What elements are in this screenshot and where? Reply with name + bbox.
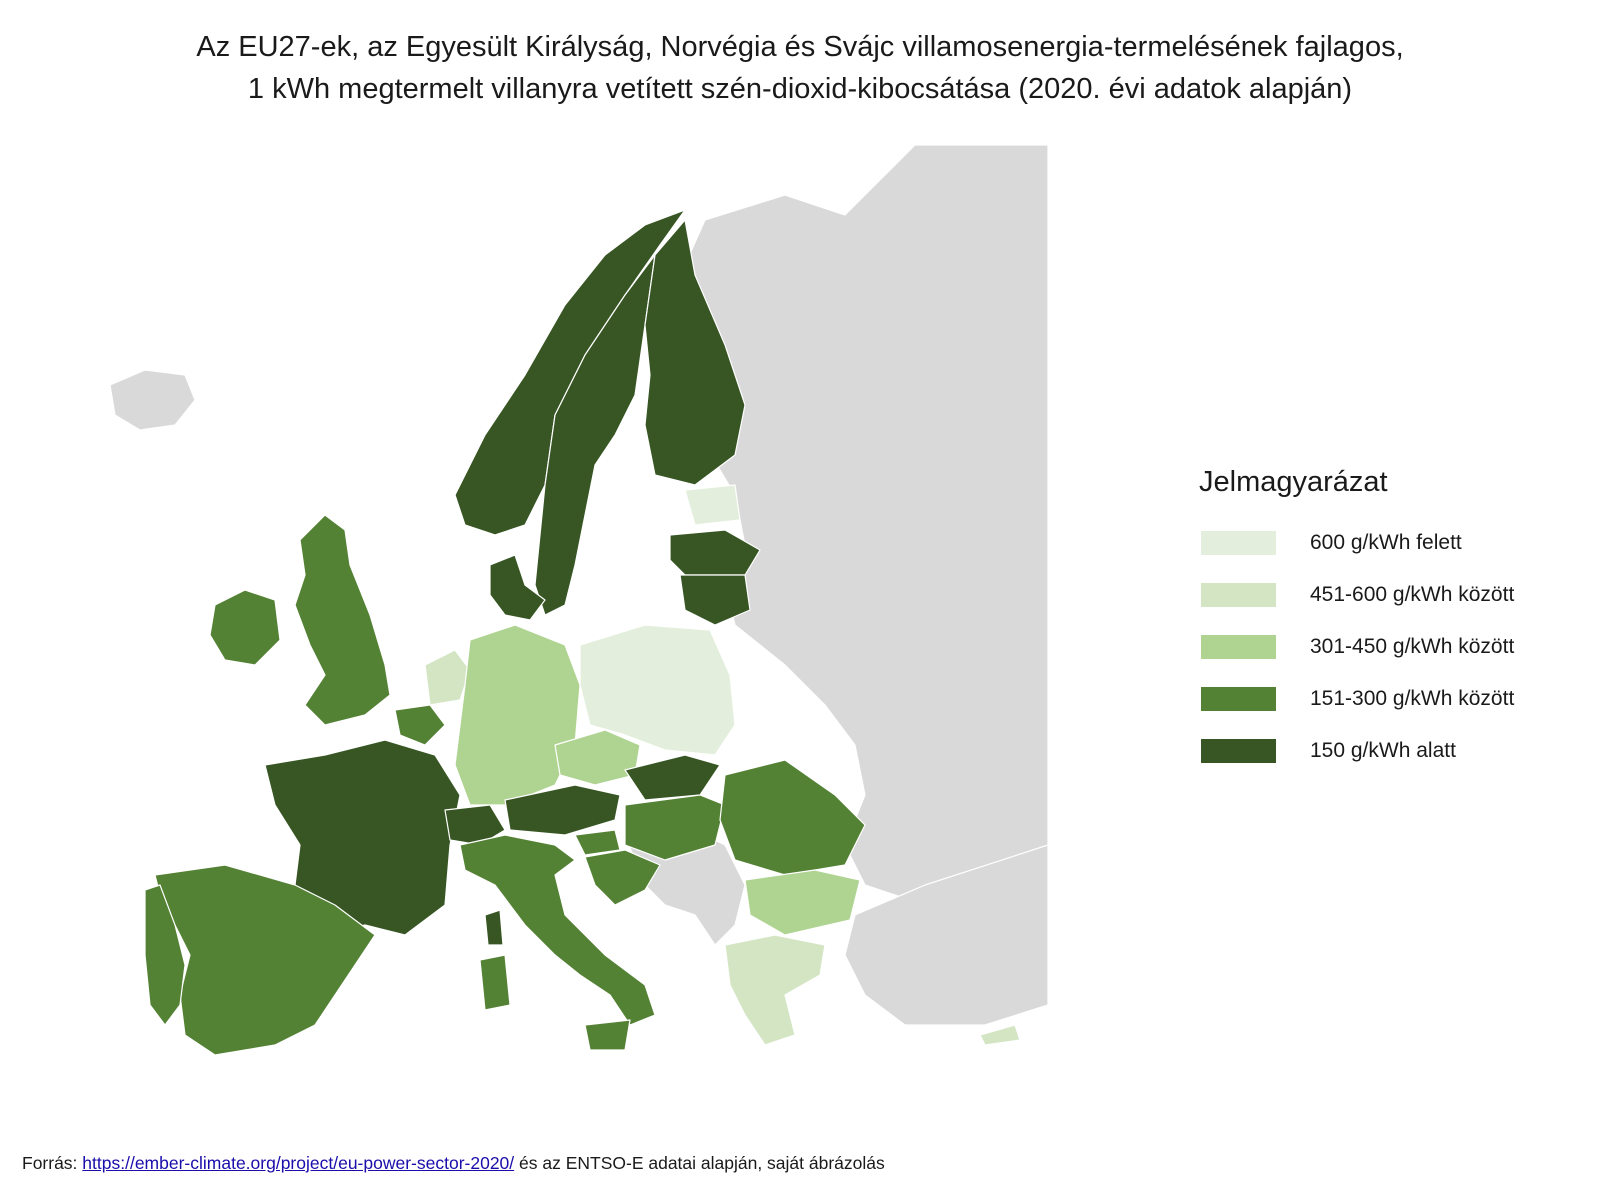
legend-swatch [1201,583,1276,607]
country-cyprus [979,1024,1021,1046]
country-uk [294,514,391,726]
legend-item: 301-450 g/kWh között [1199,621,1579,673]
source-note: Forrás: https://ember-climate.org/projec… [22,1153,885,1174]
grey-iceland [109,369,196,431]
country-austria [504,784,621,836]
country-sardinia [479,954,511,1011]
country-romania [719,759,866,876]
grey-turkey [844,844,1049,1026]
map-title: Az EU27-ek, az Egyesült Királyság, Norvé… [0,26,1600,110]
country-denmark [489,554,546,621]
country-poland [579,624,736,756]
country-slovakia [624,754,721,801]
legend-label: 151-300 g/kWh között [1310,687,1515,710]
legend-item: 151-300 g/kWh között [1199,673,1579,725]
source-prefix: Forrás: [22,1153,83,1173]
europe-map [109,145,1049,1056]
country-slovenia [574,829,621,856]
country-hungary [624,794,726,861]
title-line-1: Az EU27-ek, az Egyesült Királyság, Norvé… [196,31,1404,63]
legend-item: 451-600 g/kWh között [1199,569,1579,621]
country-lithuania [679,574,751,626]
country-corsica [484,909,504,946]
country-finland [644,219,746,486]
country-spain [154,864,376,1056]
legend: Jelmagyarázat 600 g/kWh felett 451-600 g… [1199,466,1579,777]
country-germany [454,624,581,806]
legend-label: 600 g/kWh felett [1310,531,1462,554]
country-portugal [144,884,186,1026]
legend-swatch [1201,531,1276,555]
legend-swatch [1201,635,1276,659]
country-estonia [684,484,741,526]
country-italy [459,834,656,1026]
grey-east-europe [684,145,1049,996]
legend-label: 150 g/kWh alatt [1310,739,1456,762]
country-ireland [209,589,281,666]
country-france [264,739,461,936]
legend-label: 451-600 g/kWh között [1310,583,1515,606]
source-link[interactable]: https://ember-climate.org/project/eu-pow… [82,1153,515,1173]
country-belgium [394,704,446,746]
legend-title: Jelmagyarázat [1199,466,1388,498]
country-croatia [584,849,661,906]
legend-label: 301-450 g/kWh között [1310,635,1515,658]
country-bulgaria [744,869,861,936]
country-greece [724,934,826,1046]
legend-swatch [1201,739,1276,763]
legend-item: 600 g/kWh felett [1199,517,1579,569]
title-line-2: 1 kWh megtermelt villanyra vetített szén… [247,73,1353,105]
legend-item: 150 g/kWh alatt [1199,725,1579,777]
country-sicily [584,1019,631,1051]
source-suffix: és az ENTSO-E adatai alapján, saját ábrá… [514,1153,885,1173]
legend-swatch [1201,687,1276,711]
